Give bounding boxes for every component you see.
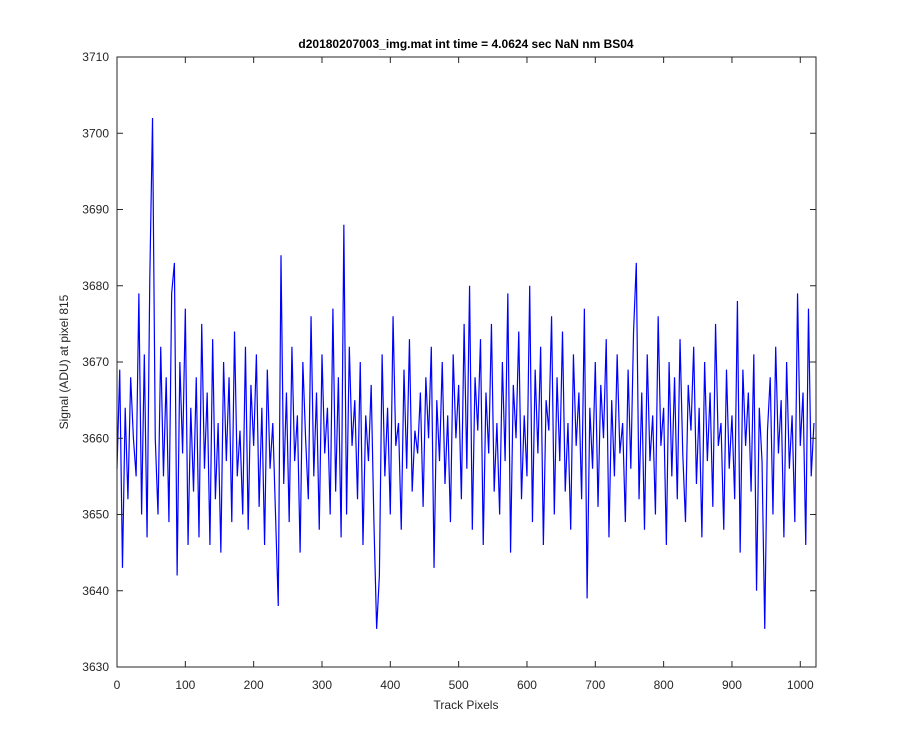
x-tick-label: 600	[517, 678, 537, 692]
y-tick-label: 3690	[82, 203, 109, 217]
x-tick-label: 800	[654, 678, 674, 692]
x-axis-label: Track Pixels	[434, 698, 499, 712]
chart-title: d20180207003_img.mat int time = 4.0624 s…	[298, 37, 634, 51]
x-tick-label: 500	[449, 678, 469, 692]
y-tick-label: 3670	[82, 355, 109, 369]
y-tick-label: 3700	[82, 126, 109, 140]
data-line	[116, 117, 815, 629]
x-tick-label: 900	[722, 678, 742, 692]
y-axis-label: Signal (ADU) at pixel 815	[57, 294, 71, 429]
y-tick-label: 3650	[82, 508, 109, 522]
x-tick-label: 0	[114, 678, 121, 692]
x-tick-label: 700	[585, 678, 605, 692]
y-tick-label: 3660	[82, 431, 109, 445]
y-tick-label: 3640	[82, 584, 109, 598]
axes-box	[116, 56, 817, 668]
y-tick-label: 3630	[82, 660, 109, 674]
x-tick-label: 100	[175, 678, 195, 692]
x-tick-label: 1000	[787, 678, 814, 692]
y-tick-label: 3710	[82, 50, 109, 64]
x-tick-label: 400	[380, 678, 400, 692]
x-tick-label: 200	[244, 678, 264, 692]
x-tick-label: 300	[312, 678, 332, 692]
plot-area	[117, 57, 816, 667]
y-tick-label: 3680	[82, 279, 109, 293]
